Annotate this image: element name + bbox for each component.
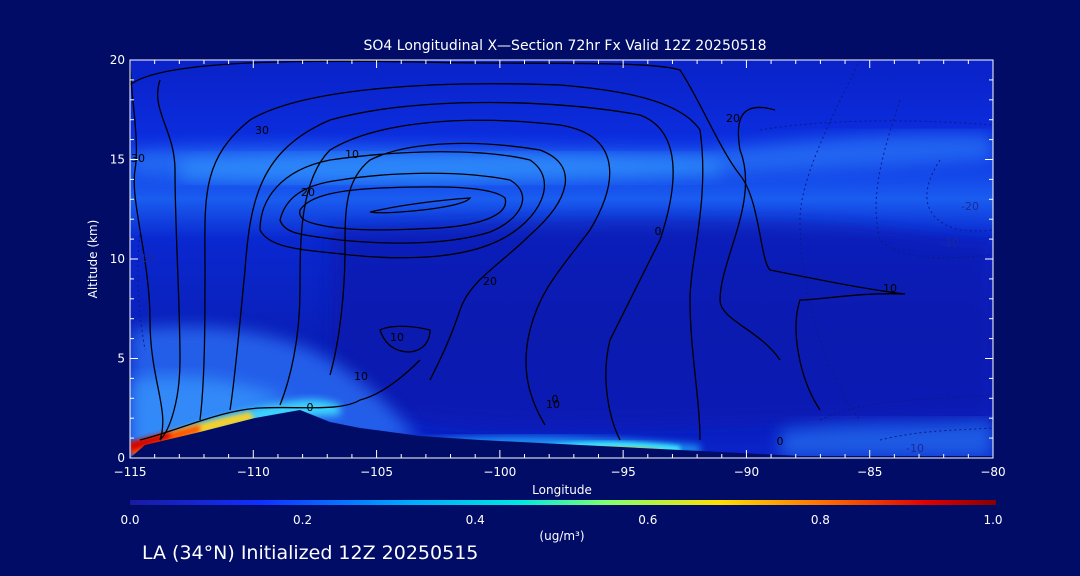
contour-label: 10	[883, 282, 897, 295]
y-axis-label: Altitude (km)	[86, 220, 100, 299]
contour-label: 10	[354, 370, 368, 383]
contour-line	[279, 172, 524, 244]
contour-label: 10	[345, 148, 359, 161]
colorbar-tick-label: 0.0	[120, 513, 139, 527]
contour-line	[329, 142, 567, 381]
x-tick-label: −95	[610, 465, 635, 479]
x-axis: −115 −110 −105 −100 −95 −90 −85 −80	[114, 60, 1006, 479]
colorbar-tick-label: 0.4	[466, 513, 485, 527]
contour-label: 0	[307, 401, 314, 414]
contour-label: -20	[961, 200, 979, 213]
contour-line	[157, 79, 181, 441]
concentration-field	[130, 60, 993, 458]
y-tick-label: 15	[110, 153, 125, 167]
contour-line-negative	[875, 99, 993, 259]
colorbar	[130, 500, 996, 505]
x-tick-label: −100	[483, 465, 516, 479]
contour-line	[259, 151, 546, 259]
contour-label: 30	[131, 152, 145, 165]
x-axis-label: Longitude	[532, 483, 592, 497]
chart-title: SO4 Longitudinal X—Section 72hr Fx Valid…	[364, 38, 767, 54]
contour-line-negative	[819, 394, 993, 421]
contour-label: 10	[546, 398, 560, 411]
contour-line	[139, 359, 421, 441]
x-tick-label: −85	[857, 465, 882, 479]
contour-label: -10	[136, 252, 154, 265]
contour-label: 30	[255, 124, 269, 137]
contour-line	[130, 60, 164, 441]
y-tick-label: 5	[117, 352, 125, 366]
contour-line	[130, 60, 906, 411]
contour-line	[279, 119, 611, 426]
x-tick-label: −80	[980, 465, 1005, 479]
x-tick-label: −115	[114, 465, 147, 479]
contour-label: 20	[726, 112, 740, 125]
contour-line-negative	[799, 60, 861, 421]
colorbar-tick-label: 0.8	[811, 513, 830, 527]
contour-line	[199, 83, 704, 441]
colorbar-unit: (ug/m³)	[539, 529, 584, 543]
contour-label: 10	[390, 331, 404, 344]
y-tick-label: 0	[117, 451, 125, 465]
x-tick-label: −105	[360, 465, 393, 479]
contour-line	[719, 106, 781, 361]
colorbar-tick-label: 1.0	[983, 513, 1002, 527]
terrain	[130, 410, 993, 458]
contour-label: 0	[777, 435, 784, 448]
y-axis: 0 5 10 15 20	[110, 53, 993, 465]
contour-line	[379, 325, 431, 353]
x-tick-label: −90	[734, 465, 759, 479]
contour-label: -10	[906, 442, 924, 455]
x-tick-label: −110	[237, 465, 270, 479]
contour-line	[369, 197, 472, 214]
footer-text: LA (34°N) Initialized 12Z 20250515	[142, 542, 479, 564]
contour-label: -10	[941, 236, 959, 249]
contour-label: 0	[552, 393, 559, 406]
y-tick-label: 20	[110, 53, 125, 67]
contour-label: 20	[483, 275, 497, 288]
contour-line	[229, 101, 674, 441]
contour-line	[299, 186, 507, 231]
contour-line-negative	[137, 229, 146, 351]
contour-line-negative	[926, 159, 993, 232]
y-tick-label: 10	[110, 252, 125, 266]
colorbar-ticks: 0.0 0.2 0.4 0.6 0.8 1.0	[120, 513, 1002, 527]
contour-label: 0	[655, 225, 662, 238]
contour-label: 20	[301, 186, 315, 199]
colorbar-tick-label: 0.6	[638, 513, 657, 527]
colorbar-tick-label: 0.2	[293, 513, 312, 527]
